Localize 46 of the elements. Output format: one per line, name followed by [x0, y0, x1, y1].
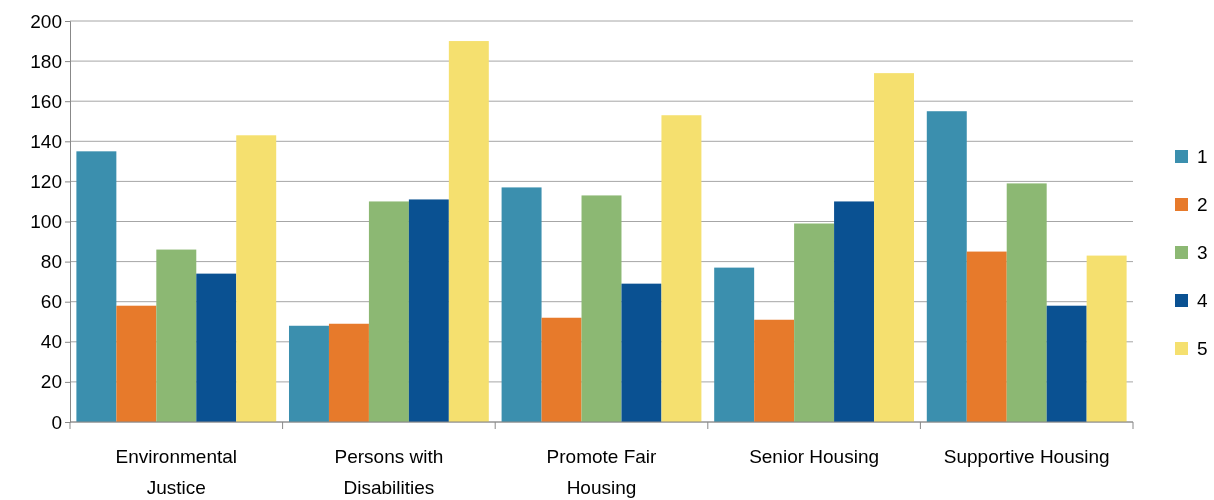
bar — [76, 151, 117, 422]
bar — [1046, 305, 1087, 422]
y-tick-label: 120 — [30, 170, 62, 192]
legend-label: 2 — [1197, 194, 1208, 215]
bar — [926, 111, 967, 422]
bar — [408, 199, 449, 422]
y-tick-label: 200 — [30, 10, 62, 32]
y-tick-label: 100 — [30, 211, 62, 233]
y-tick-label: 80 — [40, 251, 62, 273]
y-tick-label: 60 — [40, 291, 62, 313]
bar — [1006, 183, 1047, 422]
legend-label: 5 — [1197, 338, 1208, 359]
bar — [116, 305, 157, 422]
bar — [714, 267, 755, 422]
x-tick-label: Persons with Disabilities — [334, 446, 444, 498]
x-tick-label: Senior Housing — [749, 446, 880, 467]
bar — [328, 323, 369, 422]
bar — [621, 283, 662, 422]
legend-label: 3 — [1197, 242, 1208, 263]
legend-label: 1 — [1197, 146, 1208, 167]
bar — [754, 319, 795, 422]
bar — [196, 273, 237, 422]
legend-label: 4 — [1197, 290, 1208, 311]
bar — [966, 251, 1007, 422]
bar — [501, 187, 542, 422]
y-tick-label: 40 — [40, 331, 62, 353]
bar — [834, 201, 875, 422]
bar — [288, 325, 329, 422]
y-tick-label: 0 — [51, 411, 62, 433]
bar — [448, 41, 489, 422]
bar — [581, 195, 622, 422]
x-tick-label: Supportive Housing — [943, 446, 1110, 467]
x-tick-label: Promote Fair Housing — [546, 446, 658, 498]
bar — [156, 249, 197, 422]
y-tick-label: 160 — [30, 90, 62, 112]
bar — [661, 115, 702, 422]
x-tick-label: Environmental Justice — [115, 446, 238, 498]
bar — [1086, 255, 1127, 422]
y-tick-label: 140 — [30, 130, 62, 152]
bar — [236, 135, 277, 422]
y-tick-label: 20 — [40, 371, 62, 393]
bar — [794, 223, 835, 422]
y-tick-label: 180 — [30, 50, 62, 72]
bar — [368, 201, 409, 422]
bar — [874, 73, 915, 422]
bar — [541, 317, 582, 422]
